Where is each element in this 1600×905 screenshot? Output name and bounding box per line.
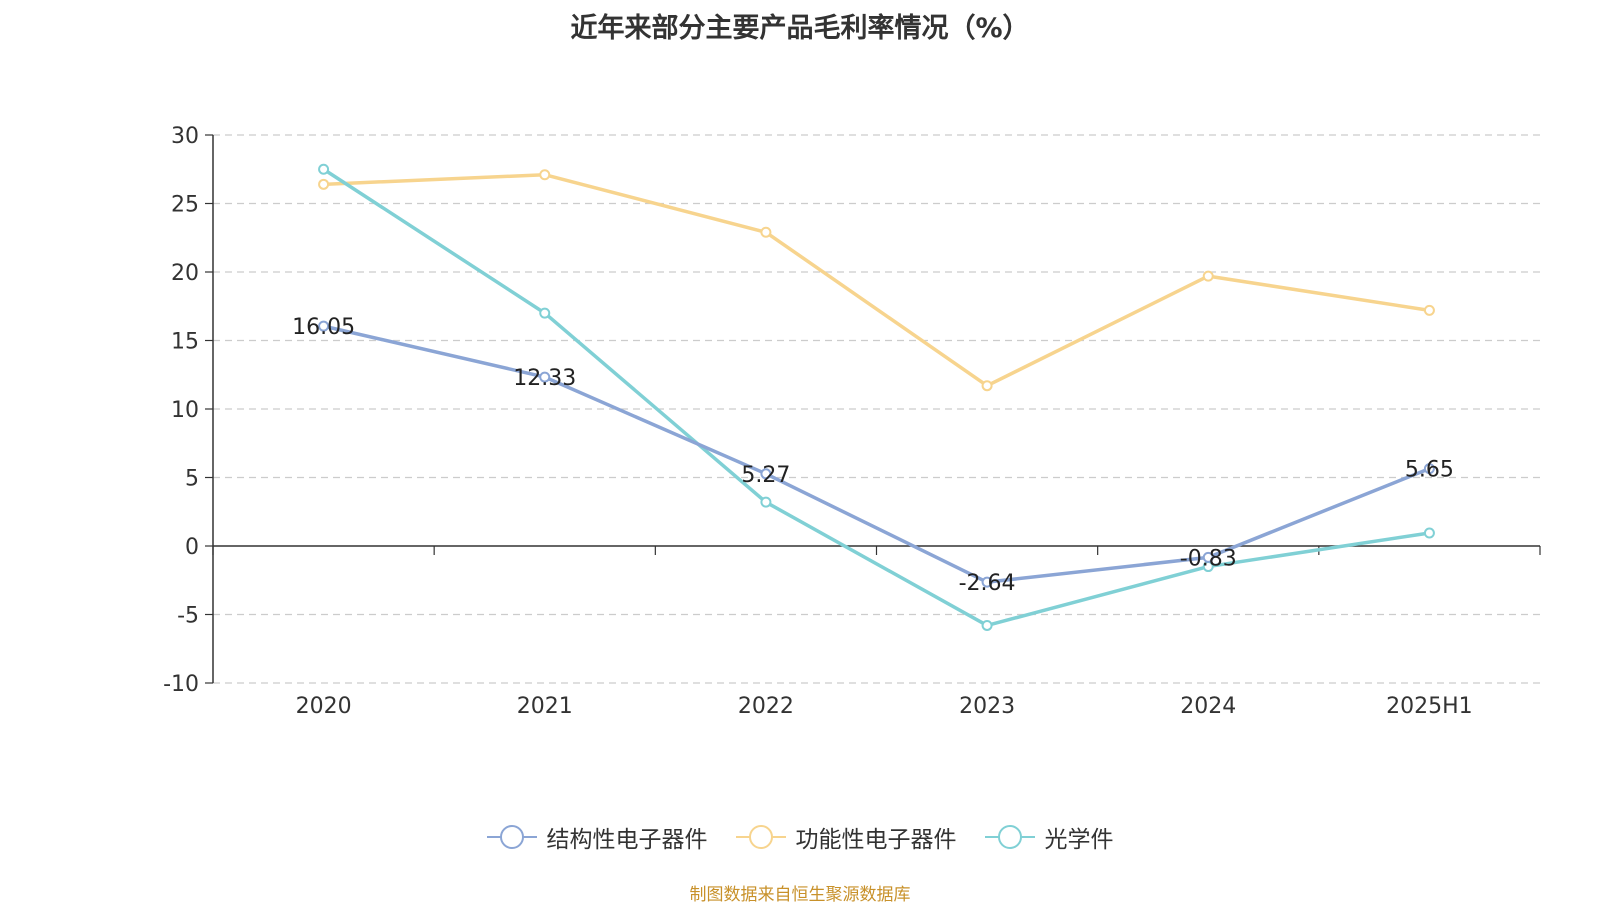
chart-title: 近年来部分主要产品毛利率情况（%） (570, 13, 1030, 44)
data-label: 5.65 (1405, 458, 1454, 483)
data-point (760, 496, 772, 508)
data-point (1202, 270, 1214, 282)
data-point (318, 163, 330, 175)
data-label: -2.64 (959, 571, 1016, 596)
legend-item-optical[interactable]: 光学件 (984, 820, 1114, 854)
data-label: 5.27 (741, 463, 790, 488)
data-point (1202, 551, 1214, 563)
y-tick-label: 10 (171, 398, 199, 423)
y-tick-label: 0 (185, 535, 199, 560)
data-point (981, 619, 993, 631)
data-point (1423, 527, 1435, 539)
y-tick-label: -5 (177, 604, 199, 629)
legend-marker-icon (735, 825, 786, 849)
axes: 30 25 20 15 10 5 0 -5 -10 2020 2021 2022 2023 2024 202… (163, 124, 1541, 719)
data-point (1423, 463, 1435, 475)
series-line (323, 172, 1430, 388)
data-point (981, 380, 993, 392)
data-point (318, 320, 330, 332)
series-line (322, 167, 1430, 628)
data-point (1423, 304, 1435, 316)
y-tick-label: 25 (171, 193, 199, 218)
data-label: 12.33 (513, 366, 576, 391)
legend: 结构性电子器件 功能性电子器件 光学件 (0, 820, 1600, 854)
y-tick-label: 15 (171, 330, 199, 355)
data-label: 16.05 (292, 315, 355, 340)
y-tick-label: -10 (163, 672, 199, 697)
x-tick-label: 2022 (738, 694, 794, 719)
legend-marker-icon (984, 825, 1035, 849)
legend-item-functional[interactable]: 功能性电子器件 (735, 820, 957, 854)
data-point (539, 307, 551, 319)
y-tick-label: 5 (185, 467, 199, 492)
data-point (760, 226, 772, 238)
legend-label: 功能性电子器件 (795, 827, 957, 853)
y-tick-label: 30 (171, 124, 199, 149)
x-tick-label: 2020 (296, 694, 352, 719)
data-point (539, 169, 551, 181)
x-tick-label: 2024 (1180, 694, 1236, 719)
legend-label: 光学件 (1044, 827, 1114, 853)
data-source-note: 制图数据来自恒生聚源数据库 (689, 885, 911, 905)
data-point (760, 468, 772, 480)
grid-lines (213, 134, 1540, 684)
series-lines (318, 163, 1435, 631)
x-tick-label: 2023 (959, 694, 1015, 719)
series-line (323, 324, 1431, 584)
legend-item-structural[interactable]: 结构性电子器件 (486, 820, 708, 854)
data-labels: 16.05 12.33 5.27 -2.64 -0.83 5.65 (292, 315, 1454, 596)
y-tick-label: 20 (171, 261, 199, 286)
data-point (318, 178, 330, 190)
x-tick-label: 2025H1 (1386, 694, 1473, 719)
data-point (981, 576, 993, 588)
data-point (539, 371, 551, 383)
data-label: -0.83 (1180, 546, 1237, 571)
legend-label: 结构性电子器件 (546, 827, 708, 853)
x-tick-label: 2021 (517, 694, 573, 719)
legend-marker-icon (486, 825, 537, 849)
